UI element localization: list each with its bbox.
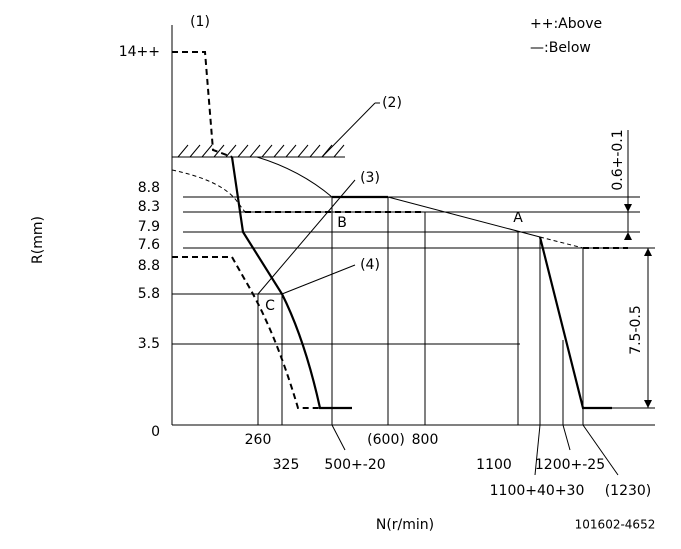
callout: (1) <box>190 14 210 30</box>
below-curve <box>230 156 352 410</box>
x-label: 325 <box>273 457 300 473</box>
leader <box>257 179 356 295</box>
x-label: 1100+40+30 <box>490 483 585 499</box>
y-label: 14++ <box>119 44 160 60</box>
dimension-label: 0.6+-0.1 <box>610 129 626 190</box>
y-label: 5.8 <box>138 286 160 302</box>
dotted-curve <box>171 169 246 213</box>
y-label: 8.8 <box>138 258 160 274</box>
dimension-label: 7.5-0.5 <box>628 305 644 355</box>
hatching <box>177 144 345 158</box>
legend-entry: —:Below <box>530 40 591 56</box>
leaders <box>257 102 655 476</box>
x-label: 260 <box>245 432 272 448</box>
curve <box>256 156 333 198</box>
x-label: 1200+-25 <box>535 457 605 473</box>
callout: (3) <box>360 170 380 186</box>
x-label: 1100 <box>476 457 512 473</box>
stopper <box>172 144 345 158</box>
point-label: B <box>337 215 347 231</box>
above-curve <box>172 51 233 158</box>
x-label: (1230) <box>605 483 652 499</box>
x-label: 800 <box>412 432 439 448</box>
leader <box>582 424 619 476</box>
point-label: C <box>265 298 275 314</box>
leader <box>331 424 346 451</box>
y-label: 8.8 <box>138 180 160 196</box>
curve <box>387 196 541 238</box>
leader <box>281 264 356 295</box>
legend-entry: ++:Above <box>530 16 602 32</box>
leader <box>562 424 571 451</box>
y-axis-label: R(mm) <box>30 216 46 264</box>
x-label: 500+-20 <box>324 457 385 473</box>
curves <box>171 51 628 410</box>
reference-lines <box>172 196 655 425</box>
y-label: 3.5 <box>138 336 160 352</box>
x-axis-label: N(r/min) <box>376 517 434 533</box>
dotted-curve <box>539 236 612 249</box>
point-label: A <box>513 210 523 226</box>
arrowheads <box>624 204 652 408</box>
below-curve <box>538 236 612 410</box>
above-curve <box>172 256 320 409</box>
y-label: 0 <box>151 424 160 440</box>
y-label: 7.9 <box>138 219 160 235</box>
leader <box>534 424 541 476</box>
y-label: 8.3 <box>138 199 160 215</box>
axes <box>171 25 655 426</box>
callout: (2) <box>382 95 402 111</box>
y-label: 7.6 <box>138 237 160 253</box>
drawing-code: 101602-4652 <box>575 518 656 532</box>
x-label: (600) <box>367 432 405 448</box>
leader <box>321 102 376 158</box>
callout: (4) <box>360 257 380 273</box>
